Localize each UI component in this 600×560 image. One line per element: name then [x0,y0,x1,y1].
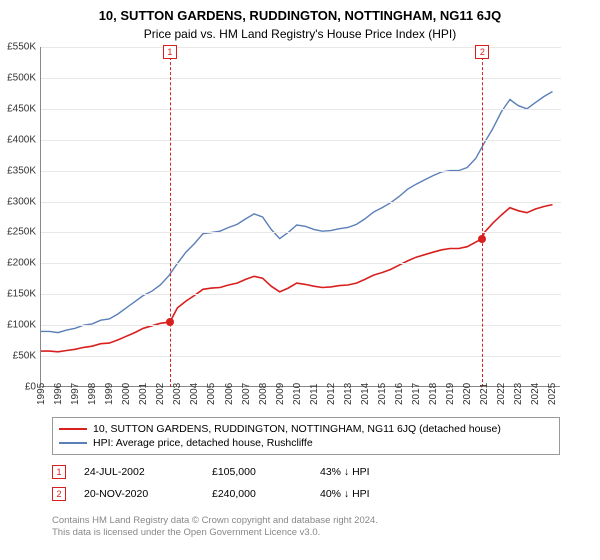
x-tick-label: 2016 [394,383,405,405]
event-row-marker: 2 [52,487,66,501]
x-tick-label: 2000 [121,383,132,405]
event-marker-2: 2 [475,45,489,59]
chart-subtitle: Price paid vs. HM Land Registry's House … [0,23,600,47]
legend: 10, SUTTON GARDENS, RUDDINGTON, NOTTINGH… [52,417,560,455]
event-line-1 [170,47,171,387]
x-tick-label: 2009 [275,383,286,405]
event-row-1: 1 24-JUL-2002 £105,000 43% ↓ HPI [52,461,560,483]
event-line-2 [482,47,483,387]
x-tick-label: 2005 [206,383,217,405]
footer-attribution: Contains HM Land Registry data © Crown c… [52,515,560,540]
event-price: £105,000 [212,466,302,478]
event-dot-2 [478,235,486,243]
y-tick-label: £350K [7,165,36,176]
series-hpi [41,92,553,333]
footer-line1: Contains HM Land Registry data © Crown c… [52,515,560,527]
y-tick-label: £400K [7,134,36,145]
event-row-marker: 1 [52,465,66,479]
event-row-2: 2 20-NOV-2020 £240,000 40% ↓ HPI [52,483,560,505]
x-tick-label: 2019 [445,383,456,405]
legend-label: 10, SUTTON GARDENS, RUDDINGTON, NOTTINGH… [93,423,501,435]
y-tick-label: £500K [7,72,36,83]
x-tick-label: 2022 [496,383,507,405]
y-tick-label: £50K [13,351,36,362]
x-tick-label: 1996 [53,383,64,405]
y-tick-label: £300K [7,196,36,207]
legend-swatch [59,442,87,444]
x-tick-label: 2011 [309,383,320,405]
x-tick-label: 2018 [428,383,439,405]
event-delta: 43% ↓ HPI [320,466,370,478]
x-tick-label: 2021 [479,383,490,405]
x-tick-label: 2004 [189,383,200,405]
x-tick-label: 2025 [547,383,558,405]
x-tick-label: 1997 [70,383,81,405]
y-tick-label: £450K [7,103,36,114]
legend-row-property: 10, SUTTON GARDENS, RUDDINGTON, NOTTINGH… [59,422,553,436]
x-tick-label: 2007 [241,383,252,405]
x-tick-label: 2008 [258,383,269,405]
event-dot-1 [166,318,174,326]
event-price: £240,000 [212,488,302,500]
x-tick-label: 1999 [104,383,115,405]
x-tick-label: 2024 [530,383,541,405]
x-tick-label: 2001 [138,383,149,405]
legend-label: HPI: Average price, detached house, Rush… [93,437,313,449]
x-tick-label: 2003 [172,383,183,405]
x-tick-label: 1998 [87,383,98,405]
chart-title: 10, SUTTON GARDENS, RUDDINGTON, NOTTINGH… [0,0,600,23]
y-axis: £0 £50K £100K £150K £200K £250K £300K £350K £400… [0,47,40,407]
event-marker-1: 1 [163,45,177,59]
x-tick-label: 2017 [411,383,422,405]
event-date: 20-NOV-2020 [84,488,194,500]
y-tick-label: £0 [25,382,36,393]
chart-area: £0£50K£100K£150K£200K£250K£300K£350K£400… [40,47,600,407]
x-tick-label: 2020 [462,383,473,405]
x-tick-label: 2015 [377,383,388,405]
footer-line2: This data is licensed under the Open Gov… [52,527,560,539]
y-tick-label: £150K [7,289,36,300]
x-tick-label: 1995 [36,383,47,405]
x-axis: 1995199619971998199920002001200220032004… [40,387,560,407]
y-tick-label: £100K [7,320,36,331]
y-tick-label: £550K [7,42,36,53]
events-table: 1 24-JUL-2002 £105,000 43% ↓ HPI 2 20-NOV-202… [52,461,560,505]
legend-row-hpi: HPI: Average price, detached house, Rush… [59,436,553,450]
x-tick-label: 2010 [292,383,303,405]
event-delta: 40% ↓ HPI [320,488,370,500]
y-tick-label: £250K [7,227,36,238]
x-tick-label: 2014 [360,383,371,405]
x-tick-label: 2002 [155,383,166,405]
x-tick-label: 2013 [343,383,354,405]
x-tick-label: 2012 [326,383,337,405]
series-property [41,205,553,352]
x-tick-label: 2023 [513,383,524,405]
x-tick-label: 2006 [224,383,235,405]
event-date: 24-JUL-2002 [84,466,194,478]
y-tick-label: £200K [7,258,36,269]
legend-swatch [59,428,87,430]
plot-area: 12 [40,47,560,387]
